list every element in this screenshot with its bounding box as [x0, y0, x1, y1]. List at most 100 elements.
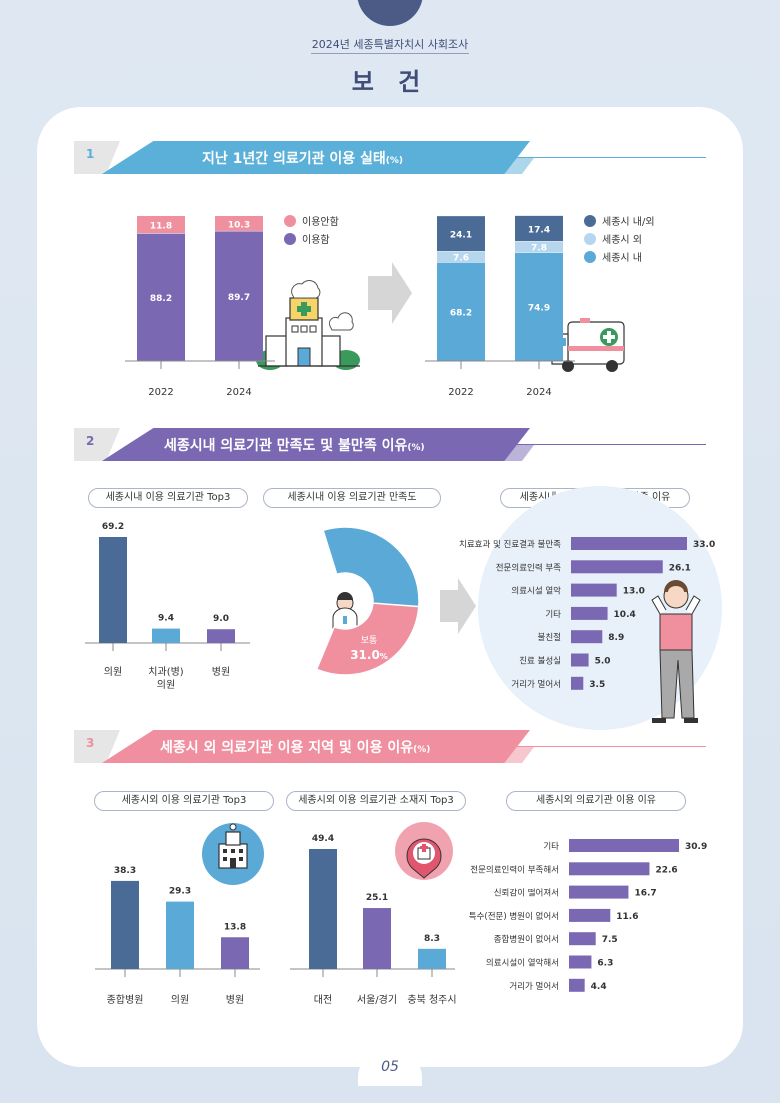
data-label: 5.0: [595, 657, 611, 667]
section-number: 2: [86, 434, 95, 448]
tick-label: 종합병원: [107, 994, 144, 1006]
category-label: 거리가 멀어서: [509, 981, 559, 992]
bar: [569, 955, 592, 969]
section-unit: (%): [385, 156, 404, 166]
slice-value: 31.0%: [350, 648, 388, 662]
section-3-header: 3 세종시 외 의료기관 이용 지역 및 이용 이유(%): [74, 730, 714, 763]
section-title: 세종시 외 의료기관 이용 지역 및 이용 이유: [160, 740, 414, 756]
legend-label: 세종시 외: [602, 234, 642, 246]
bar-segment: [137, 216, 185, 234]
data-label: 10.3: [228, 220, 250, 230]
arrow-icon: [368, 262, 412, 324]
legend-label: 이용안함: [302, 216, 339, 228]
tick-label: 충북 청주시: [407, 994, 456, 1006]
legend-swatch: [584, 251, 596, 263]
section-title: 세종시내 의료기관 만족도 및 불만족 이유: [164, 438, 408, 454]
building-icon: [202, 823, 264, 885]
section-title-bar: 세종시 외 의료기관 이용 지역 및 이용 이유(%): [102, 730, 530, 763]
bar: [571, 606, 608, 620]
bar-segment: [515, 241, 563, 253]
person-icon: [651, 580, 701, 723]
tick-label: 2024: [526, 387, 551, 398]
data-label: 49.4: [312, 834, 334, 844]
category-label: 거리가 멀어서: [511, 679, 561, 690]
arrow-icon: [440, 578, 476, 634]
data-label: 30.9: [685, 842, 707, 852]
bar-segment: [437, 251, 485, 263]
tick-label: 병원: [226, 994, 244, 1006]
data-label: 7.5: [602, 935, 618, 945]
legend-swatch: [284, 215, 296, 227]
pie-slice: [322, 526, 420, 608]
chart-pill-label: 세종시외 이용 의료기관 Top3: [94, 791, 274, 811]
section-title-bar: 지난 1년간 의료기관 이용 실태(%): [102, 141, 530, 174]
section-unit: (%): [413, 745, 431, 755]
category-label: 전문의료인력 부족: [496, 562, 561, 573]
data-label: 9.4: [158, 614, 174, 624]
header-divider: [311, 53, 469, 54]
data-label: 10.4: [614, 610, 636, 620]
category-label: 진료 불성실: [519, 656, 561, 667]
location-pin-icon: [395, 822, 453, 880]
tick-label: 서울/경기: [357, 993, 397, 1006]
dissatisfaction-reasons-chart: 치료효과 및 진료결과 불만족 33.0 전문의료인력 부족 26.1 의료시설 열악 1…: [459, 537, 715, 690]
data-label: 88.2: [150, 294, 172, 304]
bar: [571, 676, 584, 690]
chart-pill-label: 세종시외 의료기관 이용 이유: [506, 791, 686, 811]
bar: [569, 862, 650, 876]
chart-pill-label: 세종시내 이용 의료기관 Top3: [88, 488, 248, 508]
tick-label: 의원: [157, 679, 175, 690]
tick-label: 치과(병): [148, 666, 184, 678]
tick-label: 병원: [212, 666, 230, 678]
bar-segment: [215, 230, 263, 361]
slice-unit: %: [417, 595, 425, 604]
bar: [363, 908, 391, 969]
data-label: 68.2: [450, 309, 472, 319]
data-label: 29.3: [169, 887, 191, 897]
bar: [569, 839, 679, 852]
category-label: 기타: [543, 842, 559, 852]
category-label: 불친절: [538, 632, 562, 643]
data-label: 38.3: [114, 866, 136, 876]
bar: [418, 948, 446, 969]
data-label: 3.5: [589, 680, 605, 690]
category-label: 전문의료인력이 부족해서: [470, 864, 559, 875]
category-label: 의료시설 열악: [511, 586, 561, 597]
tick-label: 의원: [104, 666, 122, 678]
category-label: 신뢰감이 떨어져서: [494, 888, 559, 899]
tick-label: 2024: [226, 387, 251, 398]
slice-unit: %: [332, 572, 340, 581]
bar-segment: [437, 216, 485, 252]
report-subtitle: 2024년 세종특별자치시 사회조사: [311, 38, 469, 51]
category-label: 기타: [545, 610, 561, 620]
tick-label: 2022: [448, 387, 473, 398]
legend-swatch: [584, 215, 596, 227]
section-1-header: 1 지난 1년간 의료기관 이용 실태(%): [74, 141, 714, 174]
bar: [207, 629, 235, 643]
bar: [569, 978, 585, 992]
bar-segment: [215, 216, 263, 231]
section-number: 3: [86, 736, 95, 750]
bar: [571, 630, 603, 644]
data-label: 17.4: [528, 225, 550, 235]
data-label: 16.7: [634, 889, 656, 899]
bar: [569, 908, 611, 922]
section-2-header: 2 세종시내 의료기관 만족도 및 불만족 이유(%): [74, 428, 714, 461]
bar-segment: [437, 262, 485, 361]
legend-swatch: [284, 233, 296, 245]
data-label: 11.6: [616, 912, 638, 922]
data-label: 69.2: [102, 522, 124, 532]
data-label: 33.0: [693, 540, 715, 550]
bar-segment: [515, 215, 563, 242]
data-label: 74.9: [528, 304, 550, 314]
tick-label: 2022: [148, 387, 173, 398]
data-label: 8.3: [424, 934, 440, 944]
slice-name: 보통: [361, 635, 378, 646]
chart-pill-label: 세종시내 이용 의료기관 만족도: [263, 488, 441, 508]
data-label: 7.6: [453, 254, 469, 264]
section-bar-accent: [474, 747, 534, 763]
